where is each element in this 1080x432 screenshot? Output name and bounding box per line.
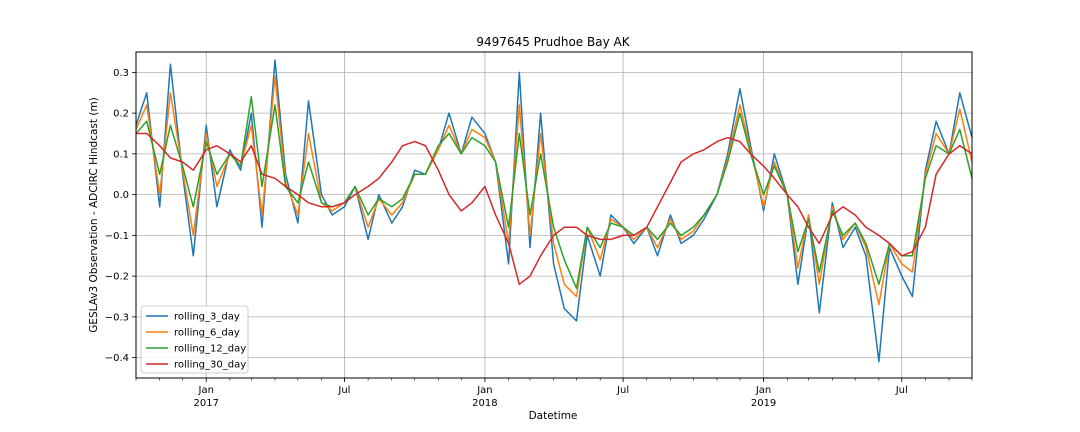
y-tick-label: −0.4 — [105, 353, 129, 364]
y-tick-label: −0.1 — [105, 231, 129, 242]
y-tick-label: −0.3 — [105, 312, 129, 323]
x-tick-label: Jan — [476, 385, 492, 396]
x-tick-label: Jan — [198, 385, 214, 396]
series-line-rolling-12-day — [135, 96, 973, 290]
y-axis: 0.3 0.2 0.1 0.0 −0.1 −0.2 −0.3 −0.4 — [105, 68, 136, 364]
x-axis: Jan 2017 Jul Jan 2018 Jul Jan 2019 Jul — [135, 378, 973, 409]
series-line-rolling-3-day — [135, 59, 973, 363]
y-axis-label: GESLAv3 Observation - ADCIRC Hindcast (m… — [88, 97, 100, 333]
x-tick-year-label: 2017 — [194, 398, 219, 409]
legend-label: rolling_3_day — [174, 312, 240, 323]
x-axis-label: Datetime — [529, 410, 578, 422]
y-tick-label: 0.1 — [113, 149, 129, 160]
legend-label: rolling_12_day — [174, 344, 246, 355]
chart-title: 9497645 Prudhoe Bay AK — [476, 35, 630, 49]
legend-label: rolling_6_day — [174, 328, 240, 339]
y-tick-label: 0.2 — [113, 109, 129, 120]
x-tick-label: Jul — [337, 385, 350, 396]
series-lines — [135, 59, 973, 363]
x-tick-label: Jul — [895, 385, 908, 396]
legend-label: rolling_30_day — [174, 360, 246, 371]
y-tick-label: −0.2 — [105, 272, 129, 283]
x-tick-year-label: 2018 — [472, 398, 497, 409]
series-line-rolling-30-day — [136, 132, 973, 286]
legend: rolling_3_day rolling_6_day rolling_12_day… — [140, 305, 249, 374]
x-tick-year-label: 2019 — [751, 398, 776, 409]
grid-lines — [136, 52, 972, 378]
x-tick-label: Jan — [755, 385, 771, 396]
plot-frame — [135, 51, 973, 379]
legend-box — [140, 305, 249, 374]
series-line-rolling-6-day — [135, 75, 973, 306]
y-tick-label: 0.0 — [113, 190, 129, 201]
y-tick-label: 0.3 — [113, 68, 129, 79]
x-tick-label: Jul — [616, 385, 629, 396]
